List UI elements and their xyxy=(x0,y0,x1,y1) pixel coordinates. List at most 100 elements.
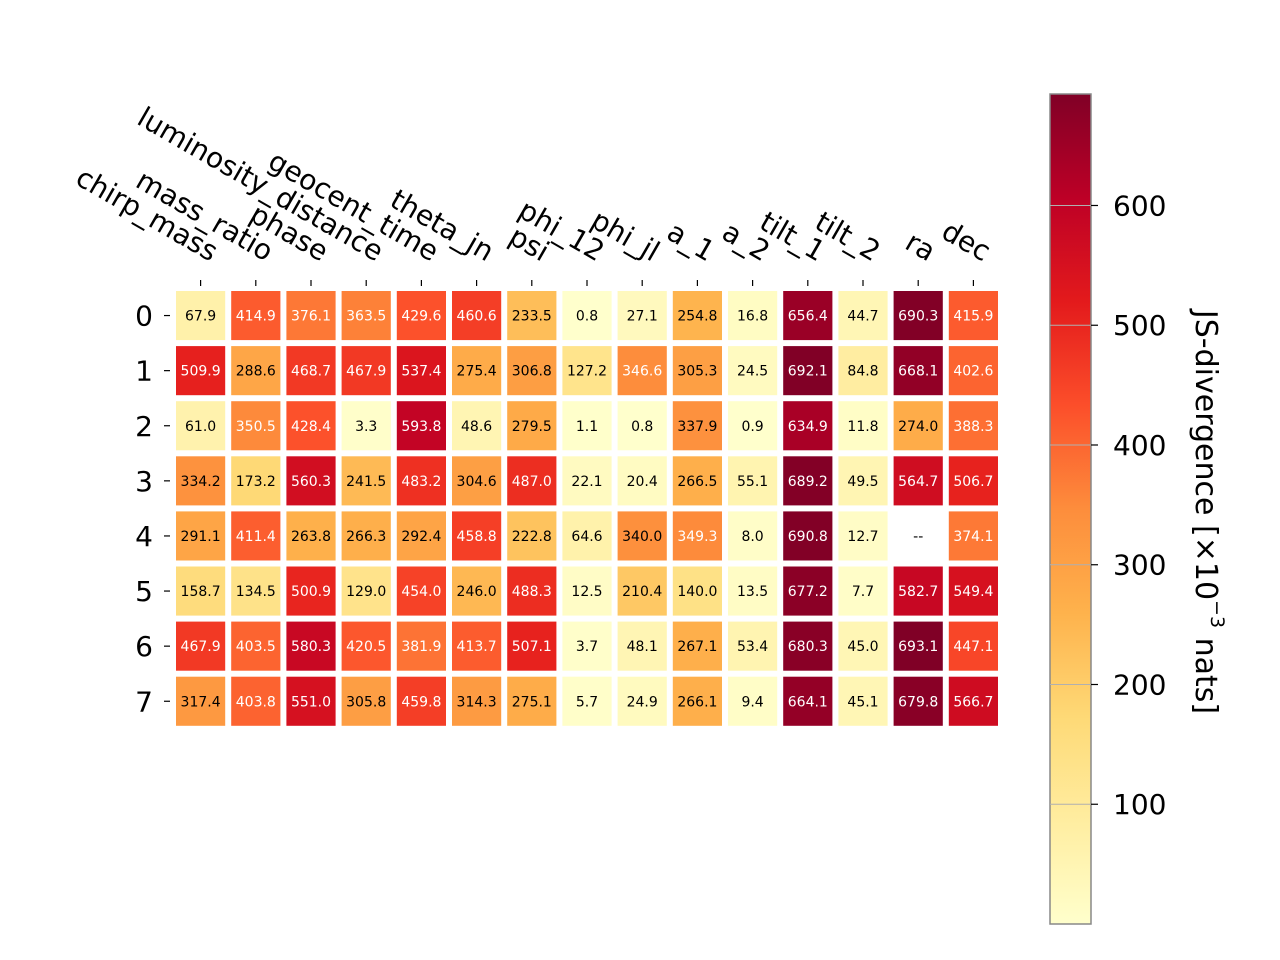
heatmap-cell xyxy=(341,401,391,451)
row-label: 2 xyxy=(135,410,153,443)
cell-value-label: 350.5 xyxy=(236,419,276,435)
heatmap-cell xyxy=(617,511,667,561)
heatmap-cell xyxy=(893,401,943,451)
cell-value-label: 488.3 xyxy=(512,584,552,600)
cell-value-label: 64.6 xyxy=(571,529,602,545)
heatmap-cell xyxy=(948,621,998,671)
heatmap-cell xyxy=(617,676,667,726)
heatmap-cell xyxy=(617,621,667,671)
heatmap-cell xyxy=(452,676,502,726)
cell-value-label: 317.4 xyxy=(181,694,221,710)
cell-value-label: 634.9 xyxy=(788,419,828,435)
heatmap-cell xyxy=(176,566,226,616)
cell-value-label: 656.4 xyxy=(788,309,828,325)
cell-value-label: 16.8 xyxy=(737,309,768,325)
cell-value-label: 0.9 xyxy=(741,419,763,435)
colorbar-label: JS-divergence [×10−3 nats] xyxy=(1189,308,1229,714)
heatmap-cell xyxy=(452,291,502,341)
colorbar: 100 200 300 400 500 600 JS-divergence [×10−3 … xyxy=(1049,93,1229,925)
cell-value-label: 411.4 xyxy=(236,529,276,545)
cell-value-label: 11.8 xyxy=(847,419,878,435)
heatmap-cell xyxy=(838,456,888,506)
heatmap-cell xyxy=(341,456,391,506)
cell-value-label: 582.7 xyxy=(898,584,938,600)
cell-value-label: 8.0 xyxy=(741,529,763,545)
heatmap-cell xyxy=(672,456,722,506)
column-labels: chirp_massmass_ratiophaseluminosity_dist… xyxy=(70,100,996,286)
heatmap-cell xyxy=(286,566,336,616)
cell-value-label: 447.1 xyxy=(953,639,993,655)
heatmap-cell xyxy=(562,566,612,616)
cell-value-label: 288.6 xyxy=(236,364,276,380)
heatmap-cell xyxy=(286,676,336,726)
cell-value-label: 414.9 xyxy=(236,309,276,325)
cell-value-label: 48.1 xyxy=(627,639,658,655)
cell-value-label: 304.6 xyxy=(457,474,497,490)
heatmap-cell xyxy=(617,401,667,451)
row-label: 0 xyxy=(135,300,153,333)
cell-value-label: 158.7 xyxy=(181,584,221,600)
heatmap-cell xyxy=(286,511,336,561)
cell-value-label: 5.7 xyxy=(576,694,598,710)
heatmap-cell xyxy=(617,346,667,396)
heatmap-cell xyxy=(562,401,612,451)
cell-value-label: 45.0 xyxy=(847,639,878,655)
row-label: 6 xyxy=(135,630,153,663)
heatmap-cell xyxy=(562,676,612,726)
heatmap-cell xyxy=(672,511,722,561)
cell-value-label: 415.9 xyxy=(953,309,993,325)
column-label: a_1 xyxy=(661,215,720,268)
cell-value-label: 467.9 xyxy=(181,639,221,655)
heatmap-cell xyxy=(507,621,557,671)
cell-value-label: 549.4 xyxy=(953,584,993,600)
heatmap-cell xyxy=(452,566,502,616)
cell-value-label: 266.5 xyxy=(677,474,717,490)
cell-value-label: 266.3 xyxy=(346,529,386,545)
cell-value-label: 306.8 xyxy=(512,364,552,380)
cell-value-label: 381.9 xyxy=(401,639,441,655)
cell-value-label: 349.3 xyxy=(677,529,717,545)
colorbar-tick-label: 400 xyxy=(1113,429,1166,462)
heatmap-cell xyxy=(783,621,833,671)
cell-value-label: 12.5 xyxy=(571,584,602,600)
heatmap-cell xyxy=(286,291,336,341)
heatmap-cell xyxy=(231,346,281,396)
heatmap-cell xyxy=(948,511,998,561)
heatmap-cell xyxy=(562,511,612,561)
heatmap-cell xyxy=(948,346,998,396)
cell-value-label: 173.2 xyxy=(236,474,276,490)
heatmap-cell xyxy=(341,621,391,671)
heatmap-cell xyxy=(783,401,833,451)
cell-value-label: 580.3 xyxy=(291,639,331,655)
heatmap-cell xyxy=(341,291,391,341)
colorbar-gradient xyxy=(1049,93,1092,925)
heatmap-cell xyxy=(838,291,888,341)
heatmap-cell xyxy=(728,621,778,671)
heatmap-cell xyxy=(507,456,557,506)
heatmap-cell xyxy=(728,511,778,561)
cell-value-label: 127.2 xyxy=(567,364,607,380)
heatmap-cell xyxy=(341,346,391,396)
heatmap-cell xyxy=(728,291,778,341)
column-label: ra xyxy=(900,225,941,268)
cell-value-label: 564.7 xyxy=(898,474,938,490)
cell-value-label: 0.8 xyxy=(631,419,653,435)
heatmap-cell xyxy=(728,456,778,506)
heatmap-cell xyxy=(838,676,888,726)
heatmap-cell xyxy=(672,621,722,671)
heatmap-cell xyxy=(286,401,336,451)
colorbar-tick-label: 100 xyxy=(1113,788,1166,821)
colorbar-tick-label: 500 xyxy=(1113,309,1166,342)
cell-value-label: 689.2 xyxy=(788,474,828,490)
heatmap-cell xyxy=(783,566,833,616)
row-label: 3 xyxy=(135,465,153,498)
cell-value-label: 305.3 xyxy=(677,364,717,380)
heatmap-cell xyxy=(396,566,446,616)
cell-value-label: 506.7 xyxy=(953,474,993,490)
cell-value-label: 483.2 xyxy=(401,474,441,490)
cell-value-label: 679.8 xyxy=(898,694,938,710)
heatmap-cell xyxy=(672,566,722,616)
cell-value-label: 509.9 xyxy=(181,364,221,380)
cell-value-label: 222.8 xyxy=(512,529,552,545)
heatmap-cell xyxy=(231,456,281,506)
